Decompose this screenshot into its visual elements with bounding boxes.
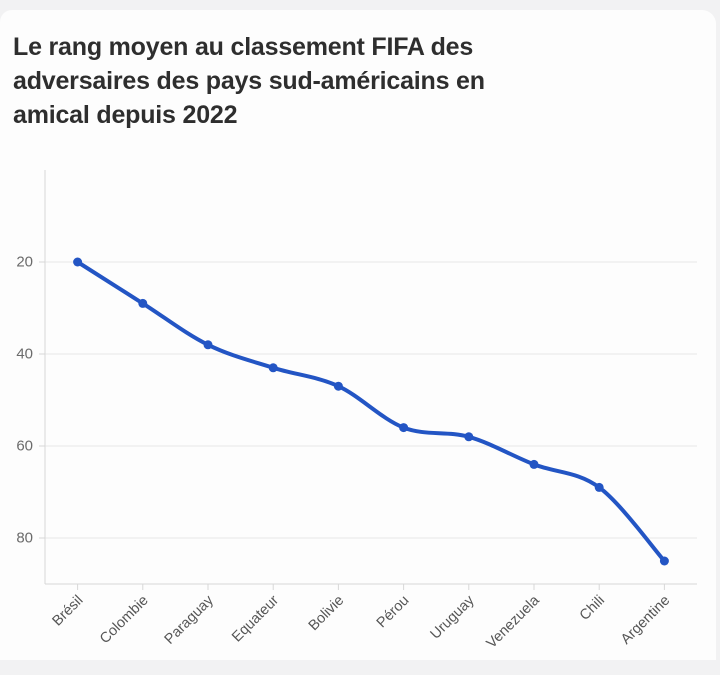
data-point	[204, 340, 213, 349]
y-tick-label: 40	[16, 346, 33, 363]
x-tick-label: Equateur	[229, 592, 282, 645]
chart-card: Le rang moyen au classement FIFA des adv…	[0, 10, 716, 660]
y-tick-label: 20	[16, 254, 33, 271]
x-tick-label: Uruguay	[428, 592, 479, 643]
data-point	[530, 460, 539, 469]
chart-title-line: Le rang moyen au classement FIFA des	[13, 30, 693, 64]
y-tick-label: 80	[16, 530, 33, 547]
data-point	[464, 432, 473, 441]
data-line	[78, 262, 665, 561]
data-point	[595, 483, 604, 492]
x-tick-label: Colombie	[97, 593, 152, 648]
chart-title: Le rang moyen au classement FIFA des adv…	[13, 30, 693, 132]
x-tick-label: Venezuela	[484, 592, 544, 652]
x-tick-label: Paraguay	[162, 592, 218, 648]
data-point	[660, 557, 669, 566]
data-point	[399, 423, 408, 432]
chart-title-line: adversaires des pays sud-américains en	[13, 64, 693, 98]
y-tick-label: 60	[16, 438, 33, 455]
chart-title-line: amical depuis 2022	[13, 98, 693, 132]
data-point	[269, 363, 278, 372]
data-point	[73, 258, 82, 267]
data-point	[334, 382, 343, 391]
data-point	[138, 299, 147, 308]
x-tick-label: Argentine	[618, 593, 673, 648]
x-tick-label: Bolivie	[306, 593, 348, 635]
x-tick-label: Brésil	[49, 593, 86, 630]
x-tick-label: Pérou	[374, 593, 413, 632]
x-tick-label: Chili	[577, 593, 608, 624]
